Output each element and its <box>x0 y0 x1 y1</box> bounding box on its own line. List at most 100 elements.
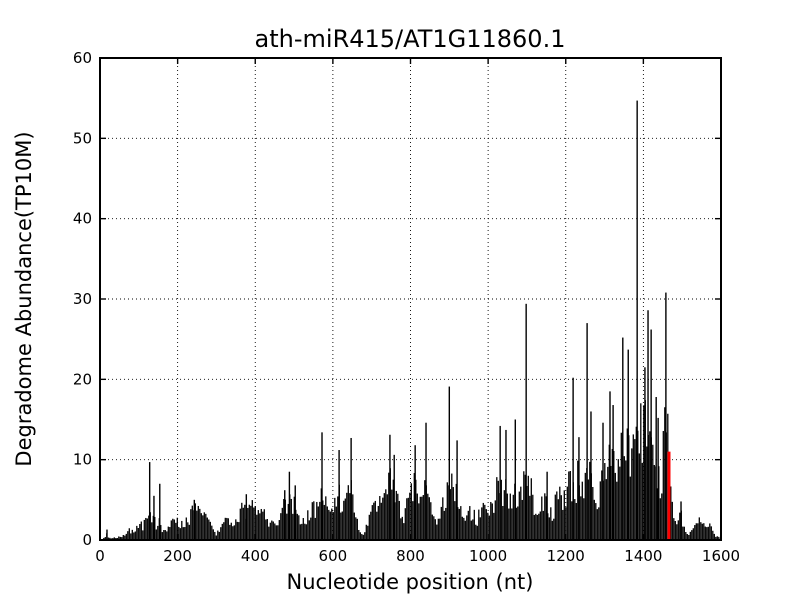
peak-bar-1098 <box>525 304 526 540</box>
bar <box>451 474 452 540</box>
bar <box>549 517 550 540</box>
bar <box>156 529 157 540</box>
bar <box>297 514 298 540</box>
bar <box>181 521 182 540</box>
peak-bar-488 <box>289 472 290 540</box>
bar <box>256 515 257 540</box>
bar <box>700 522 701 540</box>
bar <box>510 494 511 540</box>
bar <box>382 498 383 540</box>
bar <box>690 532 691 540</box>
peak-bar-1347 <box>622 338 623 540</box>
bar <box>568 472 569 541</box>
bar <box>345 499 346 540</box>
bar <box>562 510 563 540</box>
bar <box>576 503 577 540</box>
bar <box>327 506 328 540</box>
bar <box>334 498 335 540</box>
peak-bar-840 <box>425 423 426 540</box>
bar <box>325 496 326 540</box>
bar <box>592 487 593 540</box>
bar <box>442 497 443 540</box>
bar <box>466 515 467 540</box>
bar <box>396 491 397 540</box>
peak-bar-1404 <box>644 367 645 540</box>
bar <box>424 480 425 540</box>
bar <box>348 485 349 540</box>
bar <box>427 494 428 540</box>
x-tick-label-1000: 1000 <box>469 547 507 565</box>
bar <box>219 532 220 540</box>
bar <box>291 499 292 540</box>
bar <box>342 512 343 541</box>
peak-bar-812 <box>414 445 415 540</box>
peak-bar-1438 <box>657 418 658 540</box>
bar <box>147 518 148 540</box>
bar <box>411 483 412 540</box>
bar <box>270 523 271 540</box>
bar <box>418 503 419 540</box>
bar <box>624 456 625 540</box>
peak-bar-1219 <box>572 378 573 540</box>
bar <box>310 518 311 540</box>
bar <box>234 525 235 540</box>
bar <box>252 500 253 540</box>
peak-bar-503 <box>295 485 296 540</box>
bar <box>532 495 533 540</box>
bar <box>373 503 374 540</box>
bar <box>166 531 167 540</box>
bar <box>192 506 193 540</box>
bar <box>522 500 523 540</box>
bar <box>430 502 431 540</box>
bar <box>484 505 485 540</box>
bar <box>558 499 559 540</box>
bar <box>168 527 169 540</box>
bar <box>684 527 685 540</box>
bar <box>694 525 695 540</box>
bar <box>543 511 544 540</box>
bar <box>708 527 709 540</box>
peak-bar-1070 <box>515 420 516 541</box>
y-tick-label-10: 10 <box>73 451 92 469</box>
bar <box>304 524 305 540</box>
bar <box>630 477 631 540</box>
bar <box>538 514 539 540</box>
bar <box>145 518 146 540</box>
bar <box>706 527 707 540</box>
bar <box>535 514 536 540</box>
x-tick-label-0: 0 <box>95 547 105 565</box>
bar <box>493 513 494 540</box>
bar <box>316 502 317 540</box>
bar <box>691 530 692 540</box>
bar <box>232 526 233 540</box>
bar <box>513 495 514 540</box>
bar <box>265 519 266 540</box>
bar <box>375 501 376 540</box>
bar <box>528 476 529 540</box>
peak-bar-1361 <box>628 350 629 540</box>
bar <box>352 494 353 540</box>
bar <box>507 494 508 540</box>
bar <box>673 518 674 540</box>
bar <box>328 510 329 540</box>
bar <box>685 532 686 540</box>
bar <box>453 487 454 540</box>
bar <box>292 514 293 540</box>
bar <box>343 501 344 540</box>
peak-bar-476 <box>284 490 285 540</box>
bar <box>301 524 302 540</box>
bar <box>249 505 250 540</box>
bar <box>231 523 232 540</box>
bar <box>555 495 556 540</box>
bar <box>597 509 598 540</box>
bar <box>250 506 251 540</box>
bar <box>309 520 310 540</box>
y-tick-label-60: 60 <box>73 49 92 67</box>
y-tick-label-40: 40 <box>73 210 92 228</box>
bar <box>337 496 338 540</box>
bar <box>634 439 635 540</box>
bar <box>588 479 589 540</box>
bar <box>139 524 140 540</box>
bar <box>604 463 605 540</box>
